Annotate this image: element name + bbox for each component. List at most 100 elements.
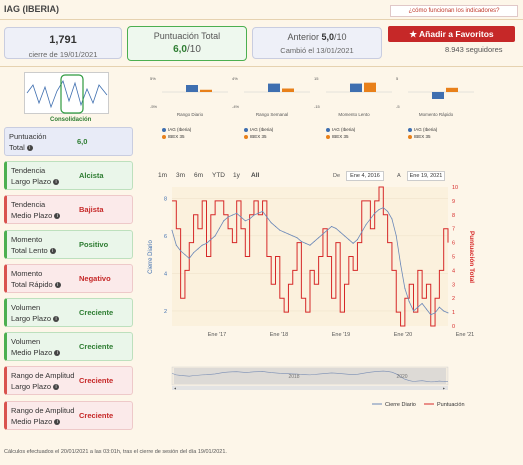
date-to-label: A [397,173,401,179]
mini-tick-label: -5 [396,104,400,109]
navigator-window[interactable] [174,368,446,384]
legend-dot-icon [244,134,248,139]
price-point [344,235,345,237]
info-icon[interactable]: i [54,281,61,288]
price-point [171,229,173,231]
legend-dot-icon [162,134,166,139]
price-point [365,224,367,226]
price-point [387,210,389,212]
indicator-card[interactable]: Tendencia Largo Plazo i Alcista [4,161,133,191]
indicator-label-line1: Tendencia [11,166,46,176]
y-right-tick: 3 [452,282,455,288]
navigator-scrollbar[interactable] [172,386,448,390]
x-tick: Ene '21 [456,332,474,338]
date-from-input[interactable]: Ene 4, 2016 [346,171,384,181]
y-right-tick: 6 [452,241,455,247]
range-button[interactable]: All [251,172,260,179]
x-tick: Ene '19 [332,332,350,338]
indicator-label: Rango de Amplitud Medio Plazo i [11,405,81,427]
indicator-card[interactable]: Rango de Amplitud Medio Plazo i Creciente [4,400,133,430]
add-favorites-button[interactable]: ★ Añadir a Favoritos [388,26,515,42]
date-from-label: De [333,173,341,179]
date-to-input[interactable]: Ene 19, 2021 [407,171,445,181]
previous-suffix: /10 [334,32,347,42]
previous-value: 5,0 [321,32,335,42]
info-icon[interactable]: i [53,384,60,391]
mini-bar-iag [186,85,198,92]
legend-ibex-label: IBEX 35 [414,134,431,139]
help-indicators-link[interactable]: ¿cómo funcionan los indicadores? [390,5,518,17]
price-point [313,240,315,242]
price-point [391,218,393,220]
indicator-label-line2: Total Lento [11,245,48,255]
y-left-tick: 2 [164,309,167,315]
mini-chart-caption: Momento Lento [338,112,370,117]
previous-score-card: Anterior 5,0/10 Cambió el 13/01/2021 [252,27,382,59]
range-button[interactable]: YTD [212,172,225,179]
indicator-card[interactable]: Momento Total Rápido i Negativo [4,263,133,293]
price-date: cierre de 19/01/2021 [28,50,98,59]
price-point [266,216,268,218]
range-button[interactable]: 1m [158,172,168,179]
info-icon[interactable]: i [54,350,61,357]
range-button[interactable]: 6m [194,172,204,179]
indicator-label-line1: Momento [11,234,43,244]
info-icon[interactable]: i [54,213,61,220]
legend-cierre[interactable]: Cierre Diario [385,402,416,408]
navigator-tick: 2020 [396,374,407,380]
info-icon[interactable]: i [26,145,33,152]
price-point [262,210,264,212]
indicator-label-line2: Total [9,143,25,152]
indicator-label: Volumen Medio Plazo i [11,336,81,358]
legend-puntuacion[interactable]: Puntuación [437,402,465,408]
y-right-tick: 0 [452,324,455,330]
price-point [257,212,259,214]
price-point [352,242,354,244]
price-point [305,242,307,244]
info-icon[interactable]: i [49,247,56,254]
mini-chart: 15 -15 Momento Lento IAG (Iberia) IBEX 35 [314,72,394,139]
legend-ibex: IBEX 35 [162,133,191,140]
mini-tick-label: 5 [396,76,399,81]
price-point [270,222,272,224]
indicator-card[interactable]: Tendencia Medio Plazo i Bajista [4,195,133,225]
indicator-label-line2: Medio Plazo [11,348,53,358]
indicator-label-line2: Total Rápido [11,279,53,289]
info-icon[interactable]: i [53,179,60,186]
price-point [417,306,419,308]
price-point [438,306,440,308]
price-point [331,225,333,227]
indicator-card[interactable]: Momento Total Lento i Positivo [4,229,133,259]
price-point [244,220,246,222]
mini-chart-plot: 4% -4% [232,76,310,109]
indicator-card[interactable]: Volumen Largo Plazo i Creciente [4,298,133,327]
mini-legend: IAG (Iberia) IBEX 35 [162,126,191,140]
price-point [326,229,328,231]
price-point [201,244,203,246]
legend-ibex: IBEX 35 [326,133,355,140]
range-button[interactable]: 1y [233,172,240,179]
price-point [374,212,376,214]
previous-label: Anterior [287,32,319,42]
y-left-axis-label: Cierre Diario [148,240,154,274]
scroll-left-icon[interactable]: ◂ [174,386,176,391]
indicator-label: Momento Total Rápido i [11,268,81,290]
info-icon[interactable]: i [53,316,60,323]
indicator-card[interactable]: Puntuación Total i 6,0 [4,127,133,156]
mini-tick-label: -5% [150,104,158,109]
indicator-value: Bajista [79,205,104,215]
y-right-tick: 5 [452,255,455,261]
scroll-right-icon[interactable]: ▸ [443,386,445,391]
price-point [425,308,427,310]
range-button[interactable]: 3m [176,172,186,179]
mini-chart-plot: 5% -5% [150,76,228,109]
info-icon[interactable]: i [54,418,61,425]
indicator-card[interactable]: Rango de Amplitud Largo Plazo i Creciente [4,366,133,396]
indicator-card[interactable]: Volumen Medio Plazo i Creciente [4,332,133,362]
legend-iag: IAG (Iberia) [408,126,437,133]
y-right-tick: 8 [452,213,455,219]
divider [0,19,523,20]
mini-legend: IAG (Iberia) IBEX 35 [408,126,437,140]
indicator-value: Positivo [79,239,109,249]
